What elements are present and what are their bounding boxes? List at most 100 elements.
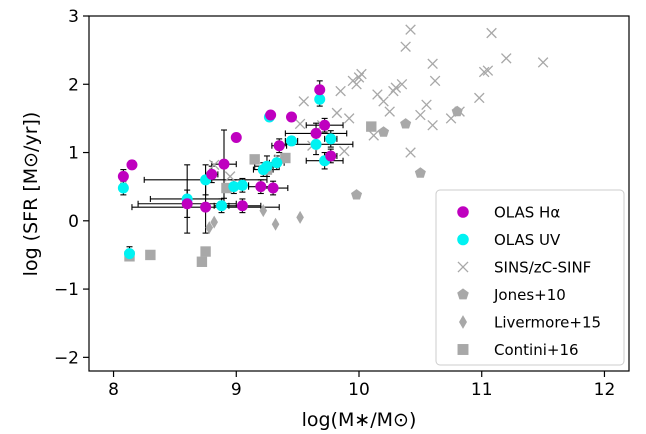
olas-uv-point <box>310 138 322 150</box>
livermore-15-point <box>205 221 214 235</box>
contini-16-point <box>221 182 232 194</box>
x-axis-ticks: 8 9 10 11 12 <box>108 371 615 400</box>
legend-label-sins-zc-sinf: SINS/zC-SINF <box>494 259 591 277</box>
legend-marker-jones-10 <box>457 288 469 300</box>
olas-h-point <box>236 200 248 212</box>
sins-zc-sinf-point <box>486 27 497 39</box>
contini-16-point <box>366 121 377 132</box>
contini-16-point <box>200 246 211 257</box>
y-tick-label: 3 <box>68 7 79 27</box>
sins-zc-sinf-point <box>339 145 350 157</box>
points-layer <box>117 24 549 267</box>
y-axis-label: log (SFR [M⊙/yr]) <box>20 112 42 277</box>
livermore-15-point <box>259 204 268 218</box>
olas-uv-point <box>117 182 129 194</box>
contini-16-point <box>249 154 260 165</box>
x-tick-label: 12 <box>594 380 616 400</box>
sins-zc-sinf-point <box>400 41 411 52</box>
legend-marker-olas-uv <box>457 233 469 246</box>
contini-16-point <box>145 249 156 261</box>
x-axis-label: log(M∗/M⊙) <box>302 409 417 431</box>
sins-zc-sinf-point <box>224 171 236 182</box>
y-tick-label: −2 <box>54 348 79 368</box>
olas-uv-point <box>228 181 240 193</box>
jones-10-point <box>400 118 412 129</box>
olas-uv-point <box>124 248 135 260</box>
sins-zc-sinf-point <box>429 75 441 87</box>
legend-marker-contini-16 <box>457 344 469 355</box>
livermore-15-point <box>271 217 280 231</box>
olas-uv-point <box>216 200 228 212</box>
sins-zc-sinf-point <box>396 79 408 90</box>
legend-marker-livermore-15 <box>459 315 467 329</box>
y-tick-label: 0 <box>68 212 79 232</box>
olas-h-point <box>218 158 230 170</box>
y-tick-label: 1 <box>68 144 79 164</box>
y-tick-label: −1 <box>54 280 79 300</box>
legend-label-jones-10: Jones+10 <box>493 286 566 304</box>
sins-zc-sinf-point <box>384 106 395 117</box>
olas-h-point <box>117 170 129 182</box>
sins-zc-sinf-point <box>343 113 355 124</box>
legend-label-contini-16: Contini+16 <box>494 341 579 359</box>
y-axis-ticks: −2 −1 0 1 2 3 <box>54 7 89 368</box>
sins-zc-sinf-point <box>351 79 362 90</box>
sins-zc-sinf-point <box>378 96 389 107</box>
sins-zc-sinf-point <box>427 119 438 131</box>
olas-uv-point <box>325 133 337 145</box>
olas-h-point <box>265 109 277 121</box>
legend-box <box>435 189 625 366</box>
sins-zc-sinf-point <box>474 92 485 104</box>
sins-zc-sinf-point <box>335 85 346 97</box>
sins-zc-sinf-point <box>368 130 379 141</box>
olas-h-point <box>230 132 242 144</box>
contini-16-point <box>280 152 291 164</box>
sins-zc-sinf-point <box>356 68 367 80</box>
olas-h-point <box>255 181 267 193</box>
olas-uv-point <box>271 157 283 169</box>
sins-zc-sinf-point <box>405 24 416 35</box>
olas-h-point <box>200 201 212 213</box>
sins-zc-sinf-point <box>415 109 426 121</box>
legend-label-olas-h: OLAS Hα <box>494 204 560 222</box>
contini-16-point <box>196 256 208 267</box>
olas-h-point <box>273 140 285 152</box>
y-tick-label: 2 <box>68 75 79 95</box>
legend-marker-sins-zc-sinf <box>457 261 469 273</box>
olas-h-point <box>310 127 322 139</box>
olas-h-point <box>325 150 337 162</box>
sins-zc-sinf-point <box>298 96 310 107</box>
sins-zc-sinf-point <box>294 118 306 130</box>
sins-zc-sinf-point <box>427 58 438 70</box>
olas-h-point <box>206 168 218 180</box>
x-tick-label: 11 <box>471 380 493 400</box>
sins-zc-sinf-point <box>405 147 416 158</box>
olas-uv-point <box>286 135 297 147</box>
jones-10-point <box>414 167 426 178</box>
x-tick-label: 8 <box>108 380 119 400</box>
olas-uv-point <box>314 93 326 105</box>
legend-label-olas-uv: OLAS UV <box>494 231 561 249</box>
sins-zc-sinf-point <box>208 159 220 171</box>
legend-marker-olas-h <box>457 206 469 218</box>
sins-zc-sinf-point <box>390 82 402 93</box>
x-tick-label: 9 <box>231 380 242 400</box>
olas-uv-point <box>236 179 248 191</box>
livermore-15-point <box>296 210 304 224</box>
jones-10-point <box>451 105 463 117</box>
olas-h-point <box>286 111 297 123</box>
jones-10-point <box>378 126 390 137</box>
sins-zc-sinf-point <box>331 107 343 119</box>
sins-zc-sinf-point <box>478 66 490 78</box>
x-tick-label: 10 <box>348 380 370 400</box>
olas-h-point <box>319 119 331 131</box>
sins-zc-sinf-point <box>501 53 512 64</box>
sins-zc-sinf-point <box>537 57 549 68</box>
jones-10-point <box>351 189 363 200</box>
livermore-15-point <box>210 215 218 229</box>
olas-uv-point <box>261 160 273 172</box>
olas-h-point <box>314 84 326 96</box>
legend-label-livermore-15: Livermore+15 <box>494 314 601 332</box>
legend: OLAS Hα OLAS UV SINS/zC-SINF Jones+10 Liverm… <box>435 189 625 366</box>
olas-h-point <box>126 159 138 171</box>
